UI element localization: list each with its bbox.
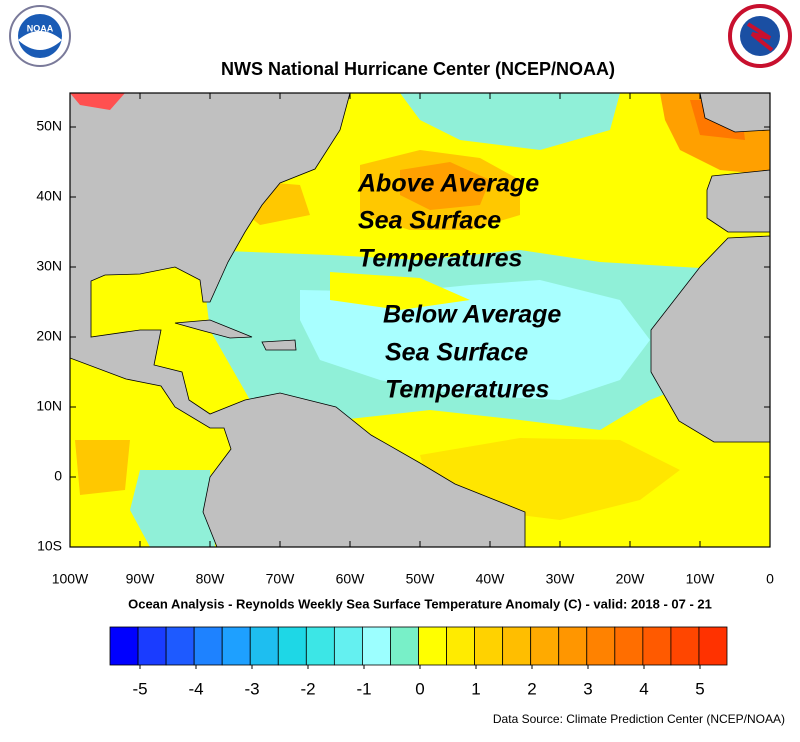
x-tick-label: 50W: [406, 571, 436, 587]
land-europe: [699, 93, 770, 133]
cool-region: [400, 93, 620, 150]
colorbar-swatch: [277, 626, 307, 666]
map: [70, 93, 770, 547]
colorbar-swatch: [642, 626, 672, 666]
y-tick-label: 30N: [36, 258, 62, 274]
y-tick-label: 0: [54, 468, 62, 484]
colorbar-swatch: [502, 626, 532, 666]
annotation: Temperatures: [358, 245, 523, 273]
y-tick-label: 50N: [36, 118, 62, 134]
land-cuba: [174, 319, 253, 339]
x-tick-label: 70W: [266, 571, 296, 587]
colorbar-tick-label: -5: [132, 679, 147, 698]
annotation: Sea Surface: [385, 339, 528, 367]
title: NWS National Hurricane Center (NCEP/NOAA…: [221, 59, 615, 79]
colorbar-swatch: [530, 626, 560, 666]
x-tick-label: 90W: [126, 571, 156, 587]
caption: Ocean Analysis - Reynolds Weekly Sea Sur…: [128, 596, 712, 611]
colorbar-swatch: [614, 626, 644, 666]
colorbar-swatch: [390, 626, 419, 666]
cool-region: [300, 280, 650, 400]
colorbar-swatch: [670, 626, 700, 666]
colorbar-tick-label: 5: [695, 679, 704, 698]
colorbar-swatch: [698, 626, 728, 666]
colorbar-tick-label: -1: [356, 679, 371, 698]
x-tick-label: 30W: [546, 571, 576, 587]
colorbar-swatch: [333, 626, 363, 666]
nws-logo: [728, 4, 792, 68]
colorbar-swatch: [193, 626, 223, 666]
y-tick-label: 10N: [36, 398, 62, 414]
colorbar-tick-label: -4: [188, 679, 203, 698]
colorbar-swatch: [221, 626, 251, 666]
colorbar-tick-label: -2: [300, 679, 315, 698]
x-tick-label: 10W: [686, 571, 716, 587]
colorbar-swatch: [249, 626, 279, 666]
annotation: Sea Surface: [358, 207, 501, 235]
land-iberia: [706, 169, 770, 233]
colorbar-swatch: [586, 626, 616, 666]
colorbar-swatch: [305, 626, 335, 666]
colorbar-swatch: [418, 626, 447, 666]
colorbar-swatch: [362, 626, 391, 666]
colorbar-tick-label: 1: [471, 679, 480, 698]
land-africa: [650, 235, 770, 443]
noaa-logo: NOAA: [9, 5, 71, 67]
colorbar-swatch: [446, 626, 475, 666]
colorbar-tick-label: 3: [583, 679, 592, 698]
land-americas: [70, 93, 526, 547]
map-axes: 100W 90W 80W 70W 60W 50W 40W 30W 20W 10W 0 50N 40N 30…: [36, 93, 774, 587]
x-tick-label: 0: [766, 571, 774, 587]
svg-text:NOAA: NOAA: [27, 23, 54, 33]
warm-region: [75, 440, 130, 495]
annotations: Above Average Sea Surface Temperatures B…: [357, 170, 561, 404]
y-tick-label: 20N: [36, 328, 62, 344]
colorbar-swatch: [137, 626, 167, 666]
x-tick-label: 60W: [336, 571, 366, 587]
colorbar-tick-label: 4: [639, 679, 648, 698]
land-hispaniola: [261, 339, 297, 351]
cool-region: [130, 470, 215, 547]
annotation: Above Average: [357, 170, 539, 198]
annotation: Temperatures: [385, 376, 550, 404]
colorbar-tick-label: 0: [415, 679, 424, 698]
x-tick-label: 20W: [616, 571, 646, 587]
colorbar-swatch: [558, 626, 588, 666]
warm-region: [70, 93, 125, 110]
data-source: Data Source: Climate Prediction Center (…: [493, 712, 785, 726]
colorbar-swatch: [165, 626, 195, 666]
warm-region: [330, 272, 470, 310]
y-tick-label: 10S: [37, 538, 62, 554]
x-tick-label: 40W: [476, 571, 506, 587]
colorbar-tick-label: 2: [527, 679, 536, 698]
x-tick-label: 80W: [196, 571, 226, 587]
colorbar-swatch: [474, 626, 504, 666]
annotation: Below Average: [383, 301, 561, 329]
colorbar-swatch: [109, 626, 139, 666]
y-tick-label: 40N: [36, 188, 62, 204]
x-tick-label: 100W: [52, 571, 89, 587]
colorbar: -5 -4 -3 -2 -1 0 1 2 3 4 5: [109, 626, 728, 698]
colorbar-tick-label: -3: [244, 679, 259, 698]
warm-region: [400, 162, 490, 210]
